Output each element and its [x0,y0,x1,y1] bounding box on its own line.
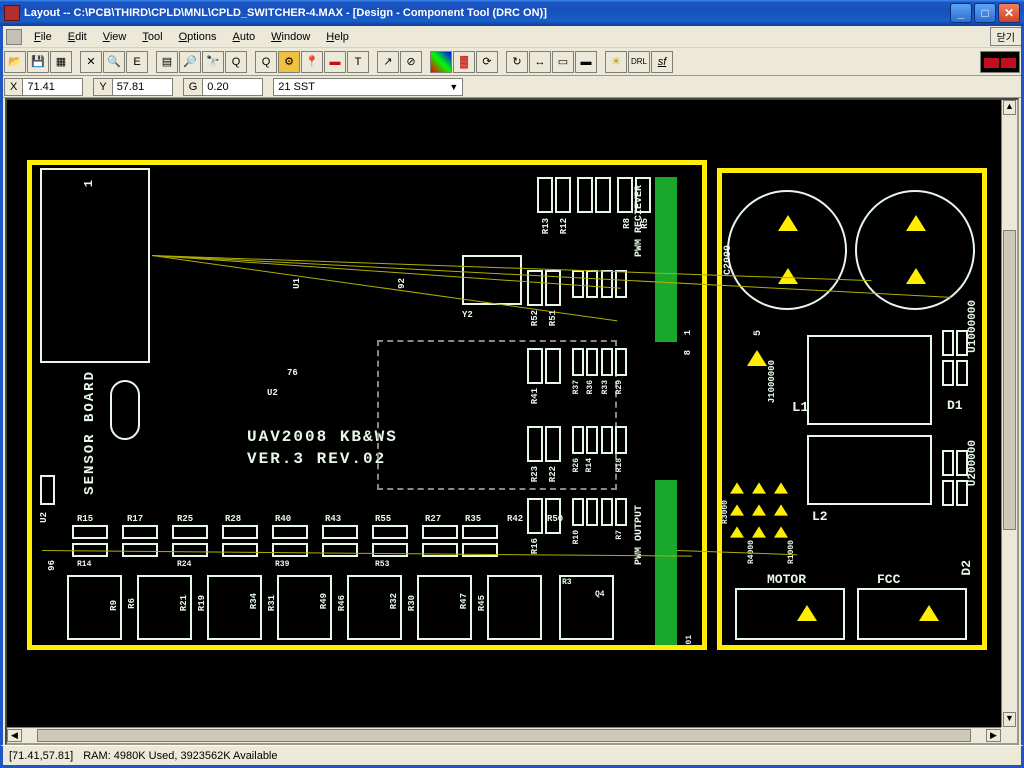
scroll-up-icon[interactable]: ▲ [1003,100,1016,115]
scroll-thumb-v[interactable] [1003,230,1016,530]
menu-file[interactable]: File [26,29,60,45]
scroll-left-icon[interactable]: ◀ [7,729,22,742]
tool-layer2-icon[interactable]: ▬ [575,51,597,73]
tool-delete-icon[interactable]: ✕ [80,51,102,73]
layer-select[interactable]: 21 SST ▼ [273,78,463,96]
tool-component-icon[interactable]: ⚙ [278,51,300,73]
coord-x-value[interactable]: 71.41 [23,78,83,96]
tool-save-icon[interactable]: 💾 [27,51,49,73]
tool-dimension-icon[interactable]: ↔ [529,51,551,73]
inductor-l1 [807,335,932,425]
layer-color-swatch[interactable] [980,51,1020,73]
fcc-connector [857,588,967,640]
scroll-right-icon[interactable]: ▶ [986,729,1001,742]
maximize-button[interactable]: □ [974,3,996,23]
tool-error-icon[interactable]: ⊘ [400,51,422,73]
tool-connection-icon[interactable]: ↗ [377,51,399,73]
menu-tool[interactable]: Tool [134,29,170,45]
toolbar: 📂 💾 ▦ ✕ 🔍 E ▤ 🔎 🔭 Q Q ⚙ 📍 ▬ T ↗ ⊘ ▓ ⟳ ↻ … [0,48,1024,76]
layer-select-value: 21 SST [278,81,315,93]
coord-x-label: X [4,78,23,96]
scrollbar-horizontal[interactable]: ◀ ▶ [7,727,1001,743]
tool-online-drc-icon[interactable]: ▓ [453,51,475,73]
scroll-down-icon[interactable]: ▼ [1003,712,1016,727]
inductor-l2 [807,435,932,505]
scrollbar-vertical[interactable]: ▲ ▼ [1001,100,1017,727]
tool-spreadsheet-icon[interactable]: ▤ [156,51,178,73]
system-menu-icon[interactable] [6,29,22,45]
coordinate-bar: X 71.41 Y 57.81 G 0.20 21 SST ▼ [0,76,1024,98]
text-uav: UAV2008 KB&WS [247,428,398,446]
cap-c2000 [727,190,847,310]
tool-text-icon[interactable]: T [347,51,369,73]
pwm-receiver-connector [655,177,677,342]
tool-sf-icon[interactable]: sf [651,51,673,73]
menubar: File Edit View Tool Options Auto Window … [0,26,1024,48]
tool-find-icon[interactable]: 🔍 [103,51,125,73]
scroll-thumb-h[interactable] [37,729,971,742]
tool-pin-icon[interactable]: 📍 [301,51,323,73]
pwm-output-connector [655,480,677,645]
menu-edit[interactable]: Edit [60,29,95,45]
coord-g-value[interactable]: 0.20 [203,78,263,96]
component-j1 [40,168,150,363]
window-title: Layout -- C:\PCB\THIRD\CPLD\MNL\CPLD_SWI… [24,7,950,19]
text-pwm-receiver: PWM RECIEVER [634,185,645,257]
status-coords: [71.41,57.81] [9,750,73,762]
design-canvas[interactable]: 1 SENSOR BOARD U2 UAV2008 KB&WS VER.3 RE… [5,98,1019,745]
status-ram: RAM: 4980K Used, 3923562K Available [83,750,277,762]
menu-window[interactable]: Window [263,29,318,45]
tool-drill-icon[interactable]: DRL [628,51,650,73]
menu-auto[interactable]: Auto [224,29,263,45]
coord-y-label: Y [93,78,112,96]
coord-g-label: G [183,78,204,96]
tool-edit-icon[interactable]: E [126,51,148,73]
tool-refresh-icon[interactable]: ↻ [506,51,528,73]
tool-library-icon[interactable]: ▦ [50,51,72,73]
menu-help[interactable]: Help [318,29,357,45]
minimize-button[interactable]: _ [950,3,972,23]
tool-reconnect-icon[interactable]: ⟳ [476,51,498,73]
text-motor: MOTOR [767,572,806,587]
motor-connector [735,588,845,640]
tool-colors-icon[interactable] [430,51,452,73]
tool-zoomall-icon[interactable]: Q [225,51,247,73]
text-sensor-board: SENSOR BOARD [82,370,98,495]
statusbar: [71.41,57.81] RAM: 4980K Used, 3923562K … [0,745,1024,768]
tool-zoomin-icon[interactable]: 🔎 [179,51,201,73]
close-button[interactable]: ✕ [998,3,1020,23]
coord-y-value[interactable]: 57.81 [113,78,173,96]
tool-drc-icon[interactable]: ☀ [605,51,627,73]
window-titlebar: Layout -- C:\PCB\THIRD\CPLD\MNL\CPLD_SWI… [0,0,1024,26]
tool-zoomout-icon[interactable]: 🔭 [202,51,224,73]
tool-query-icon[interactable]: Q [255,51,277,73]
dropdown-arrow-icon: ▼ [449,82,458,92]
tool-obstacle-icon[interactable]: ▬ [324,51,346,73]
component-cap1 [110,380,140,440]
menu-options[interactable]: Options [171,29,225,45]
text-fcc: FCC [877,572,900,587]
close-inner-button[interactable]: 닫기 [990,27,1022,46]
menu-view[interactable]: View [95,29,135,45]
tool-layer1-icon[interactable]: ▭ [552,51,574,73]
text-ver: VER.3 REV.02 [247,450,386,468]
app-icon [4,5,20,21]
tool-open-icon[interactable]: 📂 [4,51,26,73]
